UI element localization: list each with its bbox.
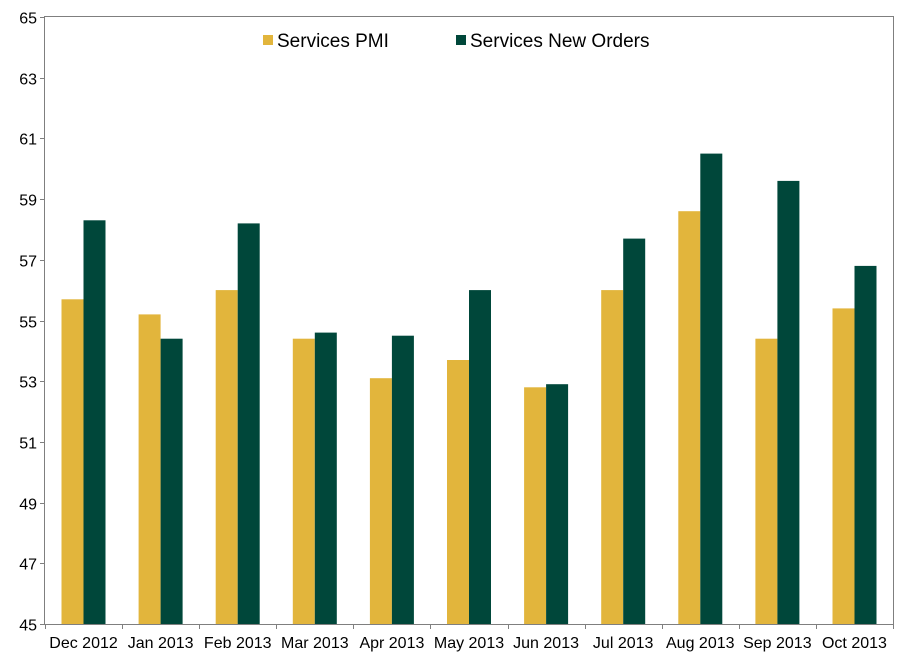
- y-tick-label: 53: [19, 375, 37, 392]
- y-tick-label: 57: [19, 254, 37, 271]
- bars-layer: [61, 153, 877, 625]
- y-axis: 45 47 49 51 53 55 57 59 61 63 65: [19, 11, 45, 635]
- y-tick-label: 45: [19, 618, 37, 635]
- bar-services-new-orders: [160, 338, 183, 624]
- legend-label: Services New Orders: [470, 31, 650, 52]
- bar-services-pmi: [215, 290, 238, 624]
- x-tick-label: Mar 2013: [281, 635, 349, 652]
- bar-services-pmi: [601, 290, 624, 624]
- y-tick-label: 49: [19, 497, 37, 514]
- bar-services-new-orders: [391, 335, 414, 624]
- bar-services-pmi: [524, 387, 547, 624]
- bar-services-new-orders: [700, 153, 723, 624]
- x-tick-label: Aug 2013: [666, 635, 735, 652]
- bar-services-pmi: [369, 378, 392, 624]
- x-tick-label: Jan 2013: [128, 635, 194, 652]
- legend-label: Services PMI: [277, 31, 389, 52]
- bar-services-pmi: [138, 314, 161, 624]
- y-tick-label: 63: [19, 72, 37, 89]
- x-tick-label: Feb 2013: [204, 635, 272, 652]
- x-tick-label: Oct 2013: [822, 635, 887, 652]
- y-tick-label: 61: [19, 132, 37, 149]
- x-tick-label: Sep 2013: [743, 635, 812, 652]
- x-axis: Dec 2012 Jan 2013 Feb 2013 Mar 2013 Apr 2013…: [45, 624, 894, 652]
- y-tick-label: 51: [19, 436, 37, 453]
- bar-services-new-orders: [237, 223, 260, 624]
- bar-services-pmi: [678, 211, 701, 624]
- bar-services-pmi: [447, 360, 469, 624]
- bar-services-new-orders: [469, 290, 491, 624]
- bar-services-pmi: [61, 299, 84, 624]
- bar-services-new-orders: [777, 180, 800, 624]
- bar-services-new-orders: [623, 238, 646, 624]
- bar-services-pmi: [832, 308, 855, 624]
- x-tick-label: Apr 2013: [359, 635, 424, 652]
- x-tick-label: Jul 2013: [593, 635, 654, 652]
- bar-services-pmi: [755, 338, 778, 624]
- legend-swatch: [456, 35, 466, 45]
- bar-services-pmi: [292, 338, 315, 624]
- bar-services-new-orders: [83, 220, 106, 625]
- y-tick-label: 55: [19, 315, 37, 332]
- y-tick-label: 65: [19, 11, 37, 28]
- bar-services-new-orders: [854, 265, 877, 624]
- y-tick-label: 59: [19, 193, 37, 210]
- bar-services-new-orders: [314, 332, 337, 624]
- x-tick-label: May 2013: [434, 635, 504, 652]
- y-tick-label: 47: [19, 557, 37, 574]
- x-tick-label: Jun 2013: [513, 635, 579, 652]
- bar-services-new-orders: [546, 384, 569, 624]
- legend: Services PMI Services New Orders: [263, 31, 650, 52]
- plot-area: [44, 16, 894, 625]
- x-tick-label: Dec 2012: [49, 635, 118, 652]
- legend-swatch: [263, 35, 273, 45]
